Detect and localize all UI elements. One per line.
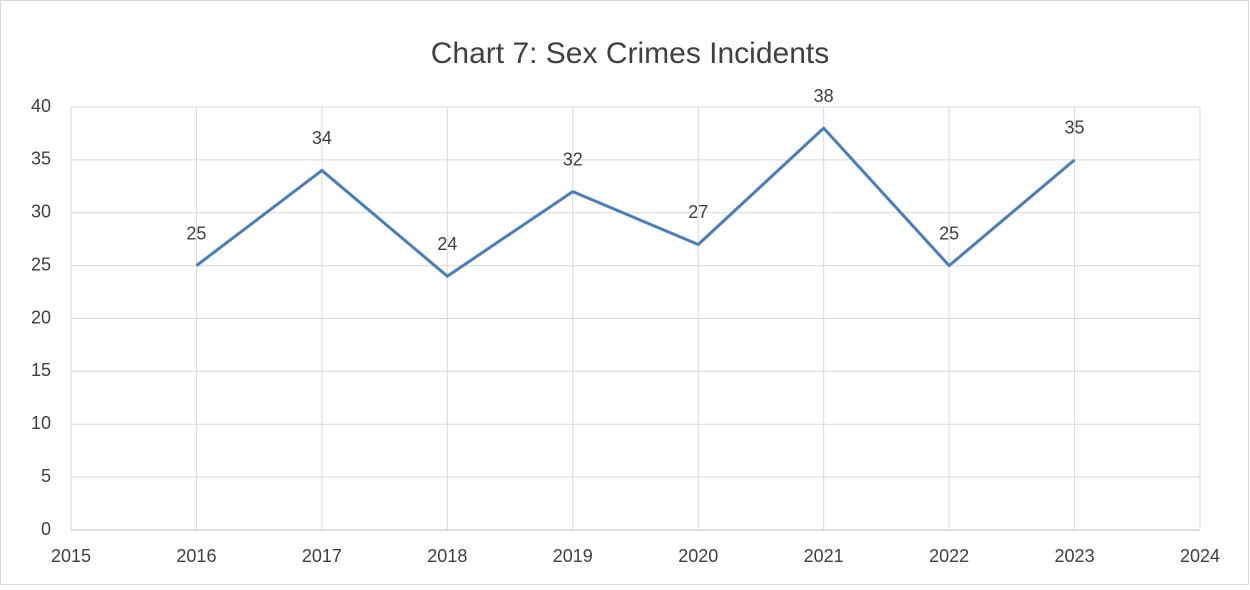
y-tick-label: 15 <box>31 360 51 380</box>
data-line <box>195 126 1076 278</box>
x-tick-label: 2016 <box>176 546 216 566</box>
x-tick-label: 2019 <box>553 546 593 566</box>
y-tick-label: 20 <box>31 307 51 327</box>
y-tick-label: 0 <box>41 519 51 539</box>
data-label: 24 <box>437 234 457 254</box>
data-label: 35 <box>1065 118 1085 138</box>
y-tick-label: 35 <box>31 149 51 169</box>
data-label: 27 <box>688 202 708 222</box>
data-label: 38 <box>814 86 834 106</box>
x-tick-label: 2023 <box>1055 546 1095 566</box>
x-tick-label: 2022 <box>929 546 969 566</box>
y-tick-label: 40 <box>31 96 51 116</box>
data-label: 34 <box>312 128 332 148</box>
y-tick-label: 10 <box>31 413 51 433</box>
y-tick-label: 30 <box>31 202 51 222</box>
x-tick-label: 2021 <box>804 546 844 566</box>
x-tick-label: 2024 <box>1180 546 1220 566</box>
x-tick-label: 2017 <box>302 546 342 566</box>
y-tick-label: 25 <box>31 254 51 274</box>
x-tick-label: 2020 <box>678 546 718 566</box>
chart-title: Chart 7: Sex Crimes Incidents <box>431 37 829 70</box>
data-label: 25 <box>939 223 959 243</box>
data-label: 25 <box>186 223 206 243</box>
x-tick-label: 2018 <box>427 546 467 566</box>
x-tick-label: 2015 <box>51 546 91 566</box>
data-label: 32 <box>563 149 583 169</box>
y-tick-label: 5 <box>41 466 51 486</box>
